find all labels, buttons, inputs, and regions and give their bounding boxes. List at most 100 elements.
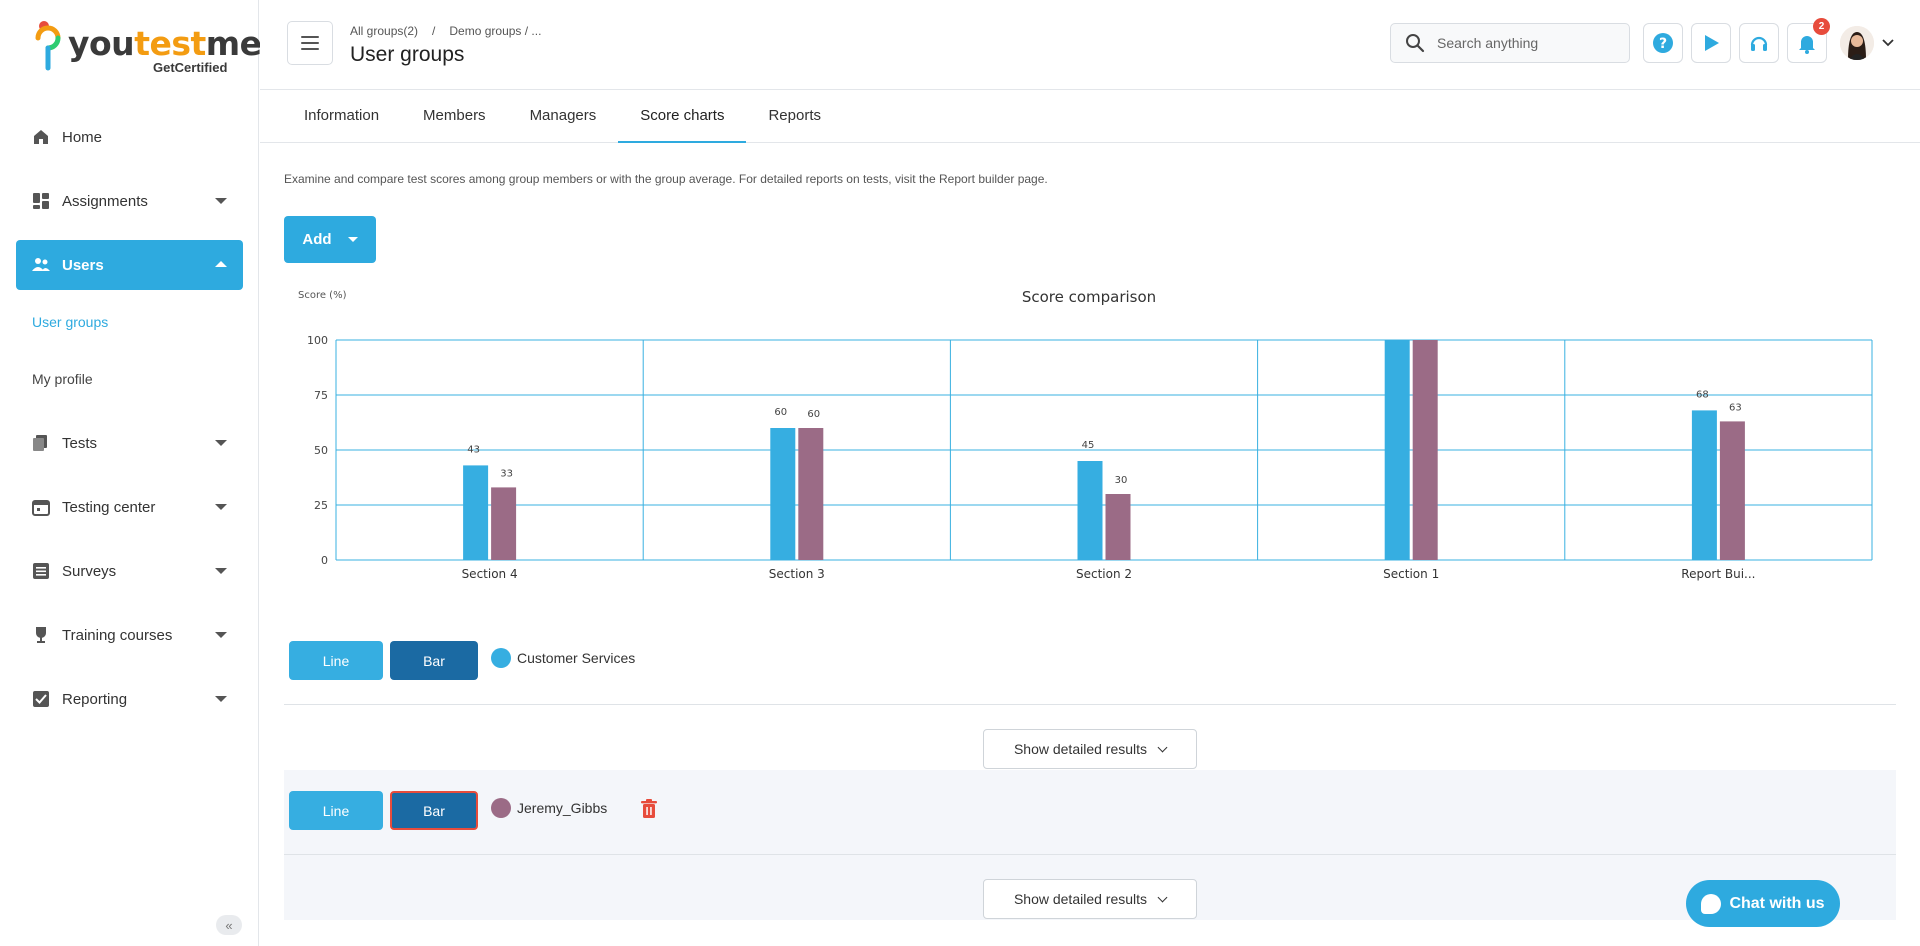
sidebar-item-label: Testing center <box>62 498 156 516</box>
home-icon <box>32 128 50 146</box>
chevron-down-icon <box>215 504 227 510</box>
x-tick-label: Section 3 <box>769 567 825 581</box>
divider <box>284 704 1896 705</box>
series-1-show-detailed-results-button[interactable]: Show detailed results <box>983 729 1197 769</box>
sidebar-item-label: Training courses <box>62 626 173 644</box>
sidebar-item-label: Tests <box>62 434 98 452</box>
bar <box>1077 461 1103 560</box>
series-2-line-button[interactable]: Line <box>289 791 383 830</box>
tab-score-charts[interactable]: Score charts <box>618 91 747 143</box>
sidebar-item-testing-center[interactable]: Testing center <box>16 482 243 532</box>
hamburger-menu-button[interactable] <box>287 21 333 65</box>
help-button[interactable]: ? <box>1643 23 1683 63</box>
page-description: Examine and compare test scores among gr… <box>284 172 1048 186</box>
y-tick-label: 100 <box>307 334 328 347</box>
x-tick-label: Report Bui... <box>1681 567 1755 581</box>
sidebar-item-reporting[interactable]: Reporting <box>16 674 243 724</box>
sidebar-subitem-user-groups[interactable]: User groups <box>32 314 109 330</box>
chevron-down-icon[interactable] <box>1882 36 1894 50</box>
sidebar-item-label: Surveys <box>62 562 117 580</box>
divider <box>284 854 1896 855</box>
users-icon <box>32 256 50 274</box>
y-tick-label: 75 <box>314 389 328 402</box>
x-tick-label: Section 2 <box>1076 567 1132 581</box>
score-chart: Score comparison Score (%) 0 25 50 75 100 Secti… <box>284 286 1894 596</box>
breadcrumb: All groups(2) / Demo groups / ... <box>350 24 541 38</box>
avatar[interactable] <box>1840 26 1874 60</box>
play-tutorial-button[interactable] <box>1691 23 1731 63</box>
y-tick-label: 25 <box>314 499 328 512</box>
chevron-down-icon <box>1157 892 1168 902</box>
score-chart-svg: Score comparison Score (%) 0 25 50 75 100 Secti… <box>298 288 1873 581</box>
sidebar-item-label: Assignments <box>62 192 148 210</box>
data-label: 60 <box>774 407 787 418</box>
search-icon <box>1406 34 1425 53</box>
breadcrumb-demo-groups[interactable]: Demo groups / ... <box>449 24 542 38</box>
tab-information[interactable]: Information <box>304 107 380 124</box>
help-icon: ? <box>1653 33 1673 53</box>
show-detailed-results-label: Show detailed results <box>1013 741 1148 757</box>
chevron-down-icon <box>215 568 227 574</box>
sidebar-item-surveys[interactable]: Surveys <box>16 546 243 596</box>
collapse-sidebar-button[interactable]: « <box>216 915 242 935</box>
notifications-button[interactable]: 2 <box>1787 18 1830 63</box>
data-label: 45 <box>1082 440 1095 451</box>
trash-icon[interactable] <box>640 799 658 819</box>
show-detailed-results-label: Show detailed results <box>1013 891 1148 907</box>
chevron-down-icon <box>1157 742 1168 752</box>
series-color-dot <box>491 798 511 818</box>
tabs: Information Members Managers Score chart… <box>260 91 1920 143</box>
logo-tagline: GetCertified <box>153 60 228 75</box>
bar <box>1105 494 1131 560</box>
series-1-line-button[interactable]: Line <box>289 641 383 680</box>
headset-icon <box>1750 36 1768 51</box>
search-input[interactable] <box>1437 35 1617 51</box>
tab-members[interactable]: Members <box>423 107 486 124</box>
logo-mark-icon <box>35 21 61 71</box>
breadcrumb-all-groups[interactable]: All groups(2) <box>350 24 419 38</box>
data-label: 60 <box>807 409 820 420</box>
series-1-name: Customer Services <box>517 650 636 666</box>
bar <box>798 428 824 560</box>
series-2-bar-button[interactable]: Bar <box>390 791 478 830</box>
sidebar-item-assignments[interactable]: Assignments <box>16 176 243 226</box>
support-button[interactable] <box>1739 23 1779 63</box>
sidebar-item-users[interactable]: Users <box>16 240 243 290</box>
report-icon <box>32 690 50 708</box>
user-avatar-icon <box>1840 26 1874 60</box>
top-header: All groups(2) / Demo groups / ... User g… <box>260 0 1920 90</box>
sidebar-item-tests[interactable]: Tests <box>16 418 243 468</box>
svg-text:?: ? <box>1659 36 1667 52</box>
bar <box>1384 340 1410 560</box>
data-label: 30 <box>1115 475 1128 486</box>
logo[interactable]: youtestme GetCertified <box>34 20 262 76</box>
sidebar-item-training-courses[interactable]: Training courses <box>16 610 243 660</box>
tab-reports[interactable]: Reports <box>768 107 821 124</box>
data-label: 33 <box>500 468 513 479</box>
sidebar: youtestme GetCertified Home Assignments … <box>0 0 262 946</box>
bar <box>770 428 796 560</box>
search-box[interactable] <box>1390 23 1630 63</box>
sidebar-subitem-my-profile[interactable]: My profile <box>32 371 93 387</box>
breadcrumb-separator: / <box>432 24 436 38</box>
chevron-down-icon <box>215 696 227 702</box>
add-button[interactable]: Add <box>284 216 376 263</box>
trophy-icon <box>32 626 50 644</box>
sidebar-item-label: Users <box>62 256 104 274</box>
tab-managers[interactable]: Managers <box>529 107 597 124</box>
add-button-label: Add <box>302 231 332 248</box>
sidebar-item-home[interactable]: Home <box>16 112 243 162</box>
chat-with-us-button[interactable]: Chat with us <box>1686 880 1840 927</box>
series-2-show-detailed-results-button[interactable]: Show detailed results <box>983 879 1197 919</box>
list-icon <box>32 562 50 580</box>
tests-icon <box>32 434 50 452</box>
series-1-legend: Customer Services <box>491 648 635 668</box>
series-2-name: Jeremy_Gibbs <box>517 800 608 816</box>
x-tick-label: Section 4 <box>462 567 518 581</box>
series-1-bar-button[interactable]: Bar <box>390 641 478 680</box>
caret-down-icon <box>347 237 358 242</box>
chevron-down-icon <box>215 440 227 446</box>
chevron-down-icon <box>215 632 227 638</box>
bar <box>1691 410 1717 560</box>
notification-badge: 2 <box>1813 18 1830 35</box>
